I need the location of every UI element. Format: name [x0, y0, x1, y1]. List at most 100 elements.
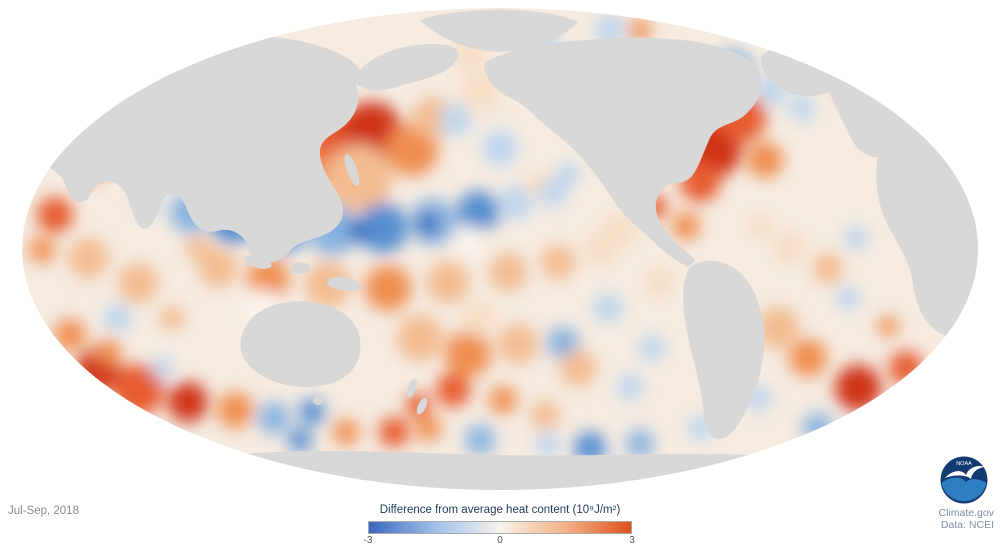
anomaly-blob [489, 386, 517, 414]
anomaly-blob [593, 293, 623, 323]
anomaly-blob [397, 315, 443, 361]
anomaly-blob [629, 19, 651, 41]
anomaly-blob [358, 203, 408, 253]
anomaly-blob [457, 191, 499, 233]
anomaly-blob [160, 306, 184, 330]
anomaly-blob [498, 186, 532, 220]
legend-colorbar [368, 521, 632, 534]
anomaly-blob [836, 286, 860, 310]
legend: Difference from average heat content (10… [340, 504, 660, 547]
land-group [22, 9, 978, 490]
anomaly-blob [789, 339, 827, 377]
anomaly-blob [199, 249, 237, 287]
anomaly-blob [415, 415, 441, 441]
anomaly-blob [365, 265, 411, 311]
attribution-climate-gov: Climate.gov [938, 507, 994, 519]
globe [22, 8, 978, 490]
anomaly-blob [498, 324, 538, 364]
landmass-indonesia-west [244, 255, 272, 269]
anomaly-blob [536, 432, 560, 456]
anomaly-blob [644, 266, 676, 298]
anomaly-blob [247, 258, 289, 300]
anomaly-blob [333, 419, 359, 445]
legend-ticks: -3 0 3 [364, 535, 635, 547]
anomaly-blob [757, 307, 799, 349]
landmass-south-america [683, 260, 765, 440]
anomaly-blob [626, 430, 654, 458]
anomaly-blob [813, 253, 843, 283]
noaa-logo-text: NOAA [956, 461, 972, 467]
anomaly-blob [417, 213, 439, 235]
anomaly-blob [445, 331, 491, 377]
landmass-new-zealand-south [416, 397, 428, 415]
anomaly-blob [539, 179, 567, 207]
anomaly-blob [747, 142, 783, 178]
anomaly-blob [386, 124, 438, 176]
attribution: Climate.gov Data: NCEI [939, 507, 994, 532]
anomaly-blob [878, 316, 898, 336]
anomaly-blob [460, 300, 496, 336]
anomaly-blob [617, 374, 643, 400]
anomaly-blob [29, 237, 55, 263]
anomaly-blob [104, 304, 132, 332]
landmass-arctic [420, 9, 578, 52]
anomaly-blob [848, 38, 872, 62]
anomaly-blob [217, 392, 253, 428]
anomaly-blob [68, 238, 108, 278]
anomaly-blob [37, 197, 73, 233]
landmass-japan [344, 153, 360, 187]
anomaly-blob [541, 245, 575, 279]
noaa-logo: NOAA [940, 456, 988, 504]
noaa-logo-sea [941, 477, 987, 502]
anomaly-blob [560, 350, 596, 386]
anomaly-blob [439, 104, 471, 136]
anomaly-blob [595, 15, 625, 45]
anomaly-blob [186, 236, 210, 260]
landmass-indonesia-east [290, 262, 310, 274]
anomaly-blob [347, 220, 369, 242]
anomaly-blob [288, 428, 312, 452]
legend-title: Difference from average heat content (10… [379, 504, 621, 516]
anomaly-blob [427, 261, 469, 303]
legend-tick-mid: 0 [497, 535, 503, 546]
anomaly-blob [151, 357, 173, 379]
legend-tick-max: 3 [629, 535, 635, 546]
anomaly-blob [547, 327, 579, 359]
landmass-tasmania [313, 395, 323, 405]
landmass-new-guinea [327, 276, 361, 292]
anomaly-blob [258, 402, 290, 434]
anomaly-blob [531, 401, 559, 429]
anomaly-blob [789, 95, 815, 121]
anomaly-blob [379, 417, 409, 447]
anomaly-blob [844, 226, 868, 250]
noaa-gull-icon [945, 465, 984, 479]
landmass-antarctica [140, 450, 860, 490]
anomaly-blob [454, 226, 486, 258]
anomaly-blob [95, 339, 121, 365]
anomaly-blob [672, 212, 700, 240]
date-label: Jul-Sep, 2018 [8, 505, 79, 517]
anomaly-blob [803, 413, 833, 443]
landmass-philippines [291, 214, 305, 234]
legend-tick-min: -3 [363, 535, 373, 546]
anomaly-blob [299, 399, 325, 425]
anomaly-blob [602, 212, 638, 248]
landmass-australia [240, 301, 361, 388]
anomaly-blob [436, 373, 470, 407]
landmass-new-zealand-north [406, 378, 418, 398]
anomaly-blob [465, 425, 495, 455]
anomaly-blob [915, 397, 945, 427]
anomaly-blob [168, 382, 208, 422]
landmass-north-america [484, 37, 762, 268]
anomaly-blob [639, 335, 665, 361]
anomaly-blob [460, 72, 500, 112]
anomaly-blob [556, 162, 580, 186]
anomaly-blob [889, 351, 923, 385]
anomaly-blob [54, 319, 86, 351]
anomaly-blob [118, 263, 158, 303]
anomaly-blob [835, 365, 881, 411]
anomaly-blob [773, 231, 807, 265]
anomaly-blob [489, 253, 527, 291]
anomaly-blob [747, 212, 773, 238]
